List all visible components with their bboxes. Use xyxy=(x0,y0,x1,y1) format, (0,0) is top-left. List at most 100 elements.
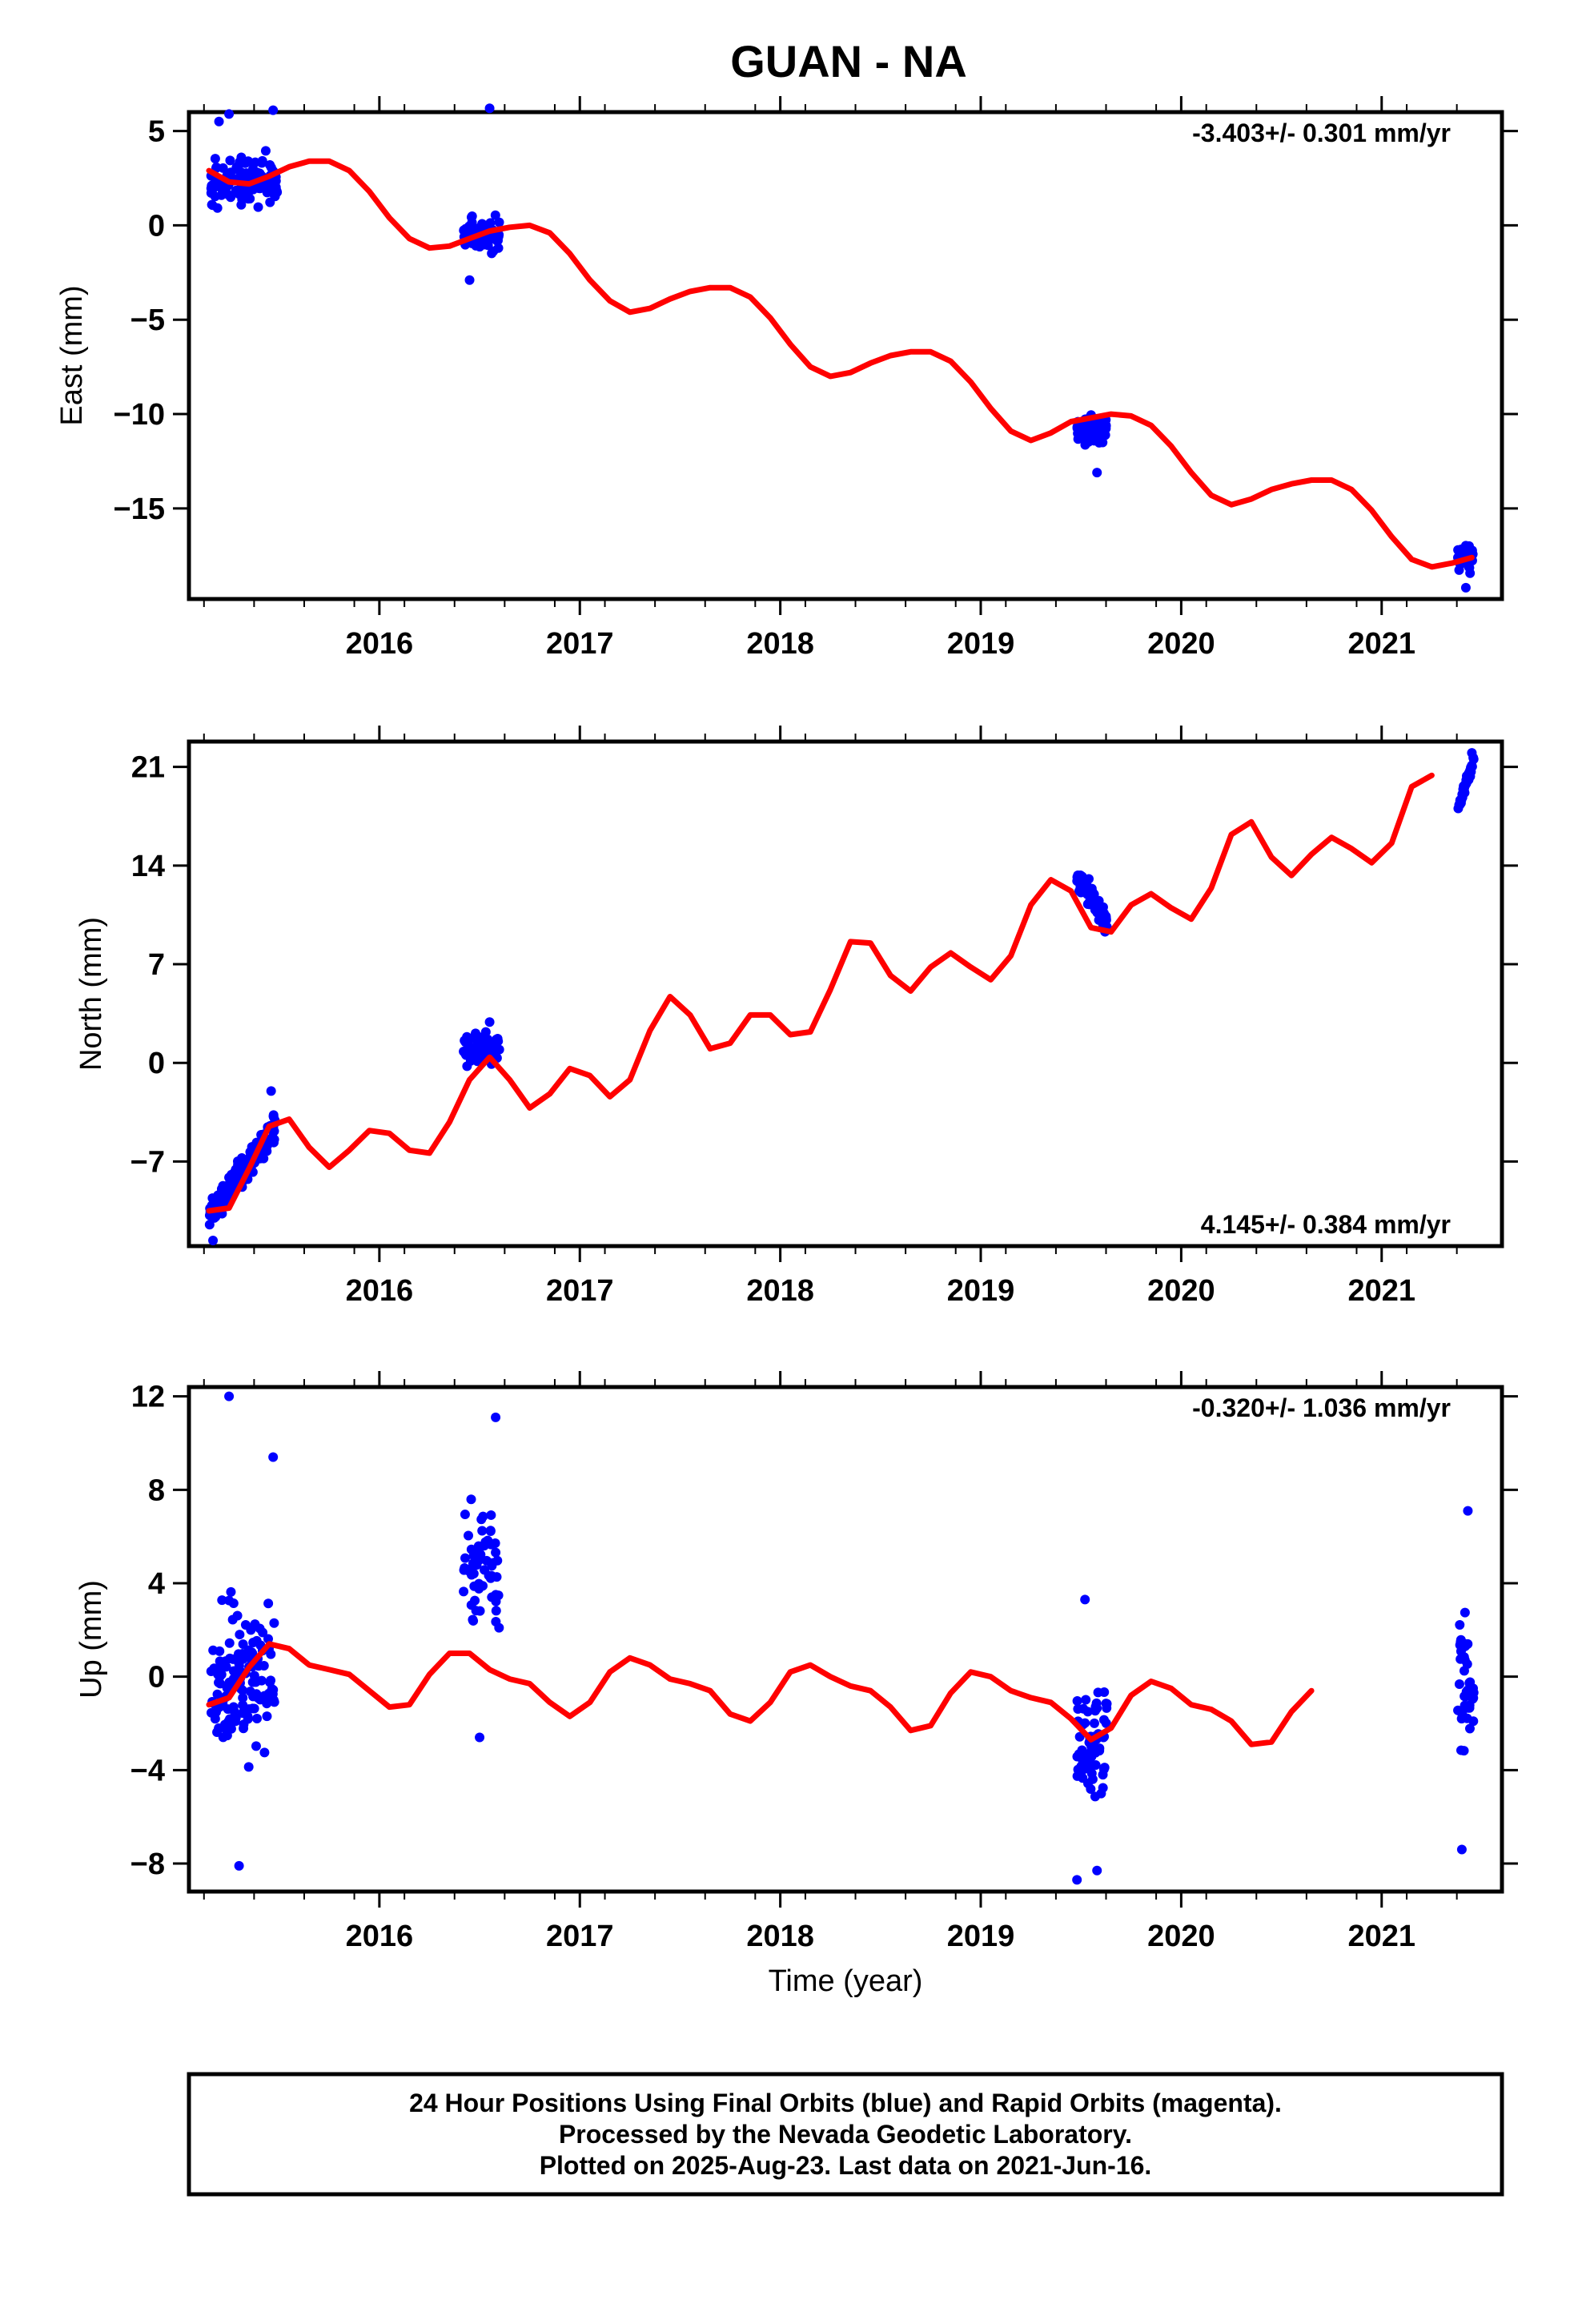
north-data-point xyxy=(1455,796,1465,806)
up-data-point xyxy=(262,1711,272,1722)
up-data-point xyxy=(263,1598,274,1609)
up-data-point xyxy=(463,1566,473,1576)
north-data-point xyxy=(482,1037,492,1047)
east-y-tick-label: −5 xyxy=(130,304,165,337)
up-data-point xyxy=(1081,1695,1091,1705)
north-y-tick-label: 0 xyxy=(148,1047,165,1080)
east-data-point xyxy=(471,240,481,251)
up-data-point xyxy=(1092,1865,1102,1876)
up-data-point xyxy=(1078,1756,1088,1767)
east-data-point xyxy=(1073,428,1083,439)
up-data-point xyxy=(220,1724,231,1735)
up-x-tick-label: 2019 xyxy=(947,1920,1015,1953)
east-rate-label: -3.403+/- 0.301 mm/yr xyxy=(1192,119,1451,147)
up-data-point xyxy=(473,1541,484,1551)
up-x-tick-label: 2016 xyxy=(346,1920,414,1953)
up-data-point xyxy=(1454,1679,1464,1689)
up-data-point xyxy=(208,1645,219,1655)
up-data-point xyxy=(235,1630,245,1640)
north-data-point xyxy=(1073,870,1083,881)
up-data-point xyxy=(1463,1685,1473,1695)
east-data-point xyxy=(225,155,235,166)
north-data-point xyxy=(470,1028,480,1039)
up-data-point xyxy=(1085,1760,1095,1771)
up-y-tick-label: 4 xyxy=(148,1567,165,1601)
up-data-point xyxy=(1098,1715,1109,1725)
up-data-point xyxy=(269,1618,279,1628)
north-model-fit-line xyxy=(206,772,1435,1214)
up-data-point xyxy=(1092,1703,1102,1714)
up-data-point xyxy=(478,1511,488,1522)
north-data-point xyxy=(1100,911,1110,921)
up-data-point xyxy=(1459,1666,1469,1676)
up-data-point xyxy=(1464,1723,1475,1734)
north-rate-label: 4.145+/- 0.384 mm/yr xyxy=(1201,1210,1451,1239)
up-data-point xyxy=(248,1691,259,1702)
east-data-point xyxy=(218,163,228,173)
footer-line-1: 24 Hour Positions Using Final Orbits (bl… xyxy=(409,2089,1282,2117)
up-data-point xyxy=(1102,1699,1112,1709)
up-data-point xyxy=(227,1614,238,1625)
up-x-tick-label: 2020 xyxy=(1147,1920,1215,1953)
up-data-point xyxy=(251,1741,261,1751)
east-panel: 2016 2017 2018 2019 2020 2021 5 0 −5 −10 −15 East … xyxy=(55,96,1518,661)
north-data-point xyxy=(480,1047,490,1058)
north-y-axis-label: North (mm) xyxy=(74,917,108,1071)
up-data-point xyxy=(212,1689,223,1699)
up-data-point xyxy=(216,1669,227,1679)
up-data-point xyxy=(248,1638,259,1648)
north-x-tick-label: 2018 xyxy=(746,1274,814,1308)
up-data-point xyxy=(1072,1875,1082,1885)
up-data-point xyxy=(263,1634,273,1644)
up-data-point xyxy=(239,1719,249,1730)
north-data-point xyxy=(204,1220,215,1230)
up-y-tick-label: 0 xyxy=(148,1661,165,1695)
up-data-point xyxy=(1458,1642,1468,1653)
up-data-point xyxy=(475,1732,485,1743)
up-data-point xyxy=(243,1762,254,1772)
north-data-point xyxy=(208,1235,219,1245)
east-data-point xyxy=(1098,437,1108,448)
x-axis-label: Time (year) xyxy=(769,1964,923,1998)
east-data-point xyxy=(1091,419,1102,429)
up-data-point xyxy=(1072,1696,1082,1707)
east-data-point xyxy=(241,168,251,179)
up-x-tick-label: 2017 xyxy=(546,1920,614,1953)
north-data-point xyxy=(484,1017,495,1027)
up-data-point xyxy=(224,1595,235,1606)
up-y-tick-label: 8 xyxy=(148,1474,165,1507)
up-data-point xyxy=(1073,1703,1083,1714)
up-data-point xyxy=(240,1620,251,1630)
east-data-point xyxy=(488,246,499,256)
up-data-point xyxy=(230,1716,240,1727)
up-data-point xyxy=(1453,1705,1464,1715)
east-y-tick-label: 0 xyxy=(148,209,165,243)
up-data-point xyxy=(1457,1652,1468,1663)
east-x-tick-label: 2021 xyxy=(1347,627,1415,661)
up-data-point xyxy=(1099,1763,1110,1773)
up-data-point xyxy=(485,1526,496,1536)
east-data-point xyxy=(214,116,224,127)
east-data-point xyxy=(262,187,272,198)
up-data-point xyxy=(225,1653,235,1663)
north-y-tick-label: 14 xyxy=(131,850,165,883)
east-x-tick-label: 2017 xyxy=(546,627,614,661)
north-data-point xyxy=(488,1043,499,1053)
east-data-point xyxy=(1464,541,1474,551)
up-data-point xyxy=(491,1606,501,1616)
up-data-point xyxy=(1456,1745,1466,1755)
up-data-point xyxy=(237,1685,247,1695)
up-data-point xyxy=(214,1678,224,1688)
up-data-point xyxy=(251,1714,262,1724)
north-x-tick-label: 2021 xyxy=(1347,1274,1415,1308)
up-rate-label: -0.320+/- 1.036 mm/yr xyxy=(1192,1393,1451,1422)
up-data-point xyxy=(1468,1694,1478,1704)
east-y-tick-label: −10 xyxy=(114,398,165,432)
north-data-point xyxy=(266,1086,276,1096)
north-data-point xyxy=(239,1157,250,1168)
north-x-tick-label: 2016 xyxy=(346,1274,414,1308)
up-data-point xyxy=(466,1494,476,1505)
east-data-point xyxy=(253,202,263,212)
up-data-point xyxy=(474,1578,484,1589)
